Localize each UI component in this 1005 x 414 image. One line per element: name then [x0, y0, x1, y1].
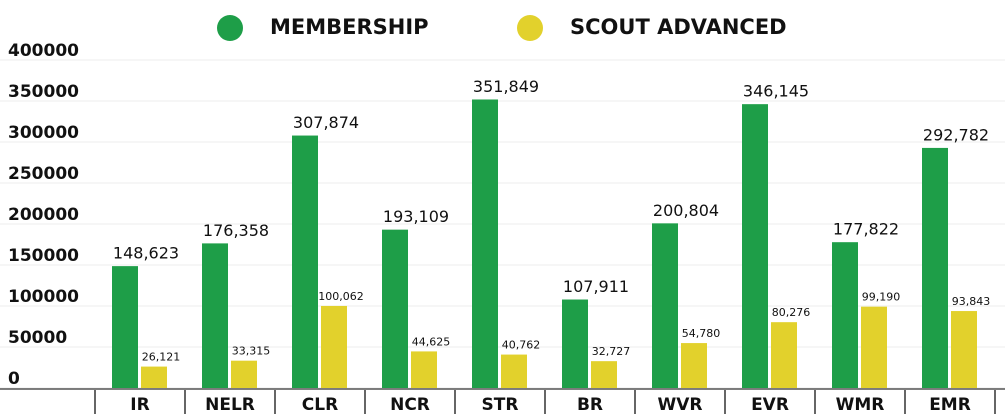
data-label: 193,109 [383, 207, 449, 226]
legend-label: MEMBERSHIP [270, 15, 429, 39]
x-tick-label: WVR [658, 395, 703, 414]
bar [562, 299, 588, 388]
bar [832, 242, 858, 388]
x-tick-label: STR [482, 395, 519, 414]
data-label: 100,062 [318, 290, 364, 303]
y-tick-label: 200000 [8, 205, 79, 225]
bar [652, 223, 678, 388]
x-tick-label: IR [130, 395, 149, 414]
bar [771, 322, 797, 388]
x-tick-label: EMR [929, 395, 971, 414]
data-label: 176,358 [203, 221, 269, 240]
bar [231, 360, 257, 388]
y-tick-label: 100000 [8, 287, 79, 307]
data-label: 26,121 [142, 351, 181, 364]
x-tick-label: BR [577, 395, 603, 414]
y-tick-label: 0 [8, 369, 20, 389]
bar [112, 266, 138, 388]
bar [292, 135, 318, 388]
bar [681, 343, 707, 388]
data-label: 351,849 [473, 77, 539, 96]
bar [202, 243, 228, 388]
data-label: 107,911 [563, 277, 629, 296]
y-tick-label: 250000 [8, 164, 79, 184]
bar [742, 104, 768, 388]
bar [382, 229, 408, 388]
bar [922, 147, 948, 388]
bar [861, 306, 887, 388]
y-tick-label: 400000 [8, 41, 79, 61]
x-tick-label: WMR [836, 395, 885, 414]
x-tick-label: EVR [751, 395, 789, 414]
data-label: 40,762 [502, 339, 541, 352]
data-label: 148,623 [113, 244, 179, 263]
legend-swatch [517, 15, 543, 41]
data-label: 307,874 [293, 113, 359, 132]
legend-label: SCOUT ADVANCED [570, 15, 787, 39]
data-label: 346,145 [743, 82, 809, 101]
data-label: 33,315 [232, 345, 271, 358]
bar [951, 311, 977, 388]
data-label: 177,822 [833, 220, 899, 239]
bar [591, 361, 617, 388]
bar [411, 351, 437, 388]
y-tick-label: 300000 [8, 123, 79, 143]
bar [501, 354, 527, 388]
data-label: 32,727 [592, 345, 631, 358]
data-label: 80,276 [772, 306, 811, 319]
x-tick-label: CLR [302, 395, 338, 414]
y-tick-label: 150000 [8, 246, 79, 266]
bar [321, 305, 347, 388]
x-tick-label: NELR [205, 395, 255, 414]
data-label: 93,843 [952, 295, 991, 308]
data-label: 54,780 [682, 327, 721, 340]
data-label: 99,190 [862, 291, 901, 304]
y-tick-label: 350000 [8, 82, 79, 102]
y-tick-label: 50000 [8, 328, 67, 348]
legend-swatch [217, 15, 243, 41]
bar [141, 366, 167, 388]
data-label: 44,625 [412, 335, 451, 348]
data-label: 200,804 [653, 201, 719, 220]
x-tick-label: NCR [390, 395, 430, 414]
bar [472, 99, 498, 388]
data-label: 292,782 [923, 125, 989, 144]
